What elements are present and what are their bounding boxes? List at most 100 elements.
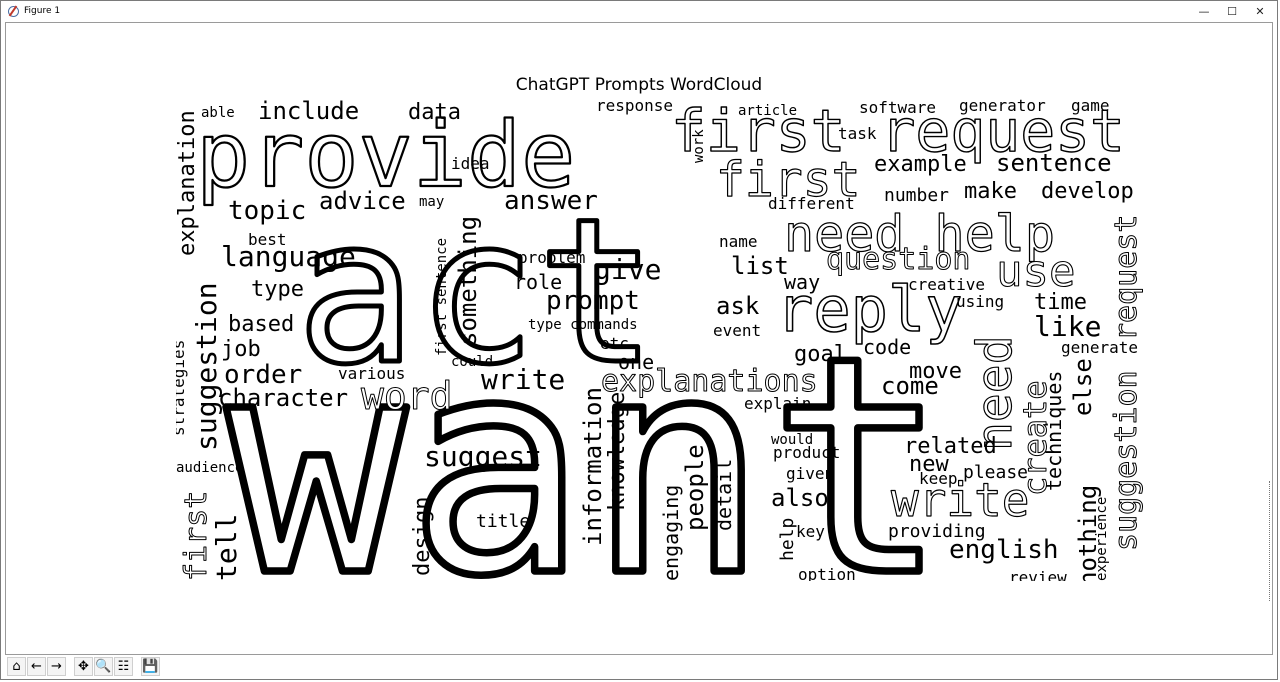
- word-people: people: [681, 444, 709, 531]
- word-key: key: [796, 522, 825, 541]
- navigation-toolbar: ⌂ ← → ✥ 🔍 ☷ 💾: [7, 657, 160, 677]
- word-prompt: prompt: [546, 286, 640, 316]
- word-make: make: [964, 179, 1017, 204]
- word-best: best: [248, 230, 287, 249]
- word-sentence: sentence: [996, 149, 1112, 177]
- title-bar[interactable]: Figure 1 — ☐ ✕: [1, 1, 1277, 21]
- word-way: way: [784, 270, 820, 294]
- word-type-commands: type commands: [528, 317, 638, 333]
- word-reply: reply: [776, 273, 963, 346]
- word-move: move: [909, 359, 962, 384]
- word-come: come: [881, 372, 939, 400]
- word-create: create: [1016, 380, 1054, 496]
- zoom-icon[interactable]: 🔍: [94, 657, 113, 676]
- word-idea: idea: [451, 154, 490, 173]
- word-role: role: [514, 270, 562, 294]
- word-something: something: [454, 216, 482, 346]
- pan-icon[interactable]: ✥: [74, 657, 93, 676]
- word-using: using: [956, 292, 1004, 311]
- word-strategies: strategies: [176, 340, 188, 436]
- word-answer: answer: [504, 186, 598, 216]
- word-tell: tell: [210, 514, 243, 581]
- minimize-button[interactable]: —: [1198, 4, 1210, 18]
- word-related: related: [904, 434, 997, 459]
- word-one: one: [618, 350, 654, 374]
- word-would: would: [771, 432, 813, 448]
- word-work: work: [691, 129, 707, 163]
- word-else: else: [1069, 358, 1097, 416]
- word-suggestion: suggestion: [1109, 370, 1144, 551]
- word-title: title: [476, 511, 530, 532]
- word-example: example: [874, 152, 967, 177]
- resize-grip[interactable]: [1269, 481, 1276, 601]
- forward-arrow-icon[interactable]: →: [47, 657, 66, 676]
- word-explain: explain: [744, 394, 811, 413]
- word-could: could: [451, 354, 493, 370]
- word-audience: audience: [176, 460, 243, 476]
- word-design: design: [410, 497, 435, 576]
- word-review: review: [1009, 568, 1067, 581]
- word-help: help: [777, 518, 798, 561]
- word-goal: goal: [794, 342, 847, 367]
- word-explanation: explanation: [176, 110, 200, 256]
- word-number: number: [884, 185, 949, 206]
- back-arrow-icon[interactable]: ←: [27, 657, 46, 676]
- word-word: word: [361, 374, 453, 418]
- word-order: order: [224, 360, 302, 390]
- word-given: given: [786, 464, 834, 483]
- home-icon[interactable]: ⌂: [7, 657, 26, 676]
- word-english: english: [949, 535, 1059, 565]
- word-article: article: [738, 103, 797, 119]
- word-give: give: [594, 253, 661, 286]
- word-question: question: [826, 242, 971, 277]
- word-various: various: [338, 364, 405, 383]
- word-first: first: [716, 152, 861, 208]
- word-provide: provide: [196, 103, 575, 208]
- word-suggestion: suggestion: [190, 282, 223, 451]
- word-want: want: [226, 293, 948, 581]
- word-job: job: [221, 337, 261, 362]
- word-use: use: [996, 246, 1075, 297]
- word-able: able: [201, 105, 235, 121]
- word-suggest: suggest: [424, 440, 542, 473]
- word-request: request: [1109, 215, 1144, 341]
- word-character: character: [218, 384, 348, 412]
- word-engaging: engaging: [659, 485, 683, 581]
- word-name: name: [719, 232, 758, 251]
- word-event: event: [713, 321, 761, 340]
- word-topic: topic: [228, 196, 306, 226]
- save-icon[interactable]: 💾: [141, 657, 160, 676]
- word-list: list: [731, 252, 789, 280]
- word-new: new: [909, 452, 949, 477]
- word-option: option: [798, 565, 856, 581]
- word-software: software: [859, 98, 936, 117]
- maximize-button[interactable]: ☐: [1227, 4, 1237, 18]
- figure-canvas[interactable]: ChatGPT Prompts WordCloud: [5, 22, 1273, 655]
- word-language: language: [221, 240, 356, 273]
- word-creative: creative: [908, 275, 985, 294]
- configure-subplots-icon[interactable]: ☷: [114, 657, 133, 676]
- word-act: act: [296, 176, 657, 409]
- word-information: information: [579, 387, 607, 546]
- word-etc: etc: [600, 334, 629, 353]
- word-need-help: need help: [784, 205, 1055, 263]
- word-may: may: [419, 194, 444, 210]
- word-also: also: [771, 484, 829, 512]
- word-different: different: [768, 194, 855, 213]
- word-knowledge: knowledge: [605, 392, 630, 511]
- word-problem: problem: [518, 248, 585, 267]
- word-write: write: [481, 363, 565, 396]
- word-include: include: [258, 97, 359, 125]
- word-generate: generate: [1061, 338, 1138, 357]
- word-advice: advice: [319, 187, 406, 215]
- word-please: please: [963, 462, 1028, 483]
- word-product: product: [773, 443, 840, 462]
- word-keep: keep: [919, 469, 958, 488]
- close-button[interactable]: ✕: [1255, 4, 1265, 18]
- word-response: response: [596, 96, 673, 115]
- window-title: Figure 1: [24, 6, 61, 16]
- word-first-sentence: first sentence: [434, 238, 450, 356]
- word-explanations: explanations: [601, 364, 818, 399]
